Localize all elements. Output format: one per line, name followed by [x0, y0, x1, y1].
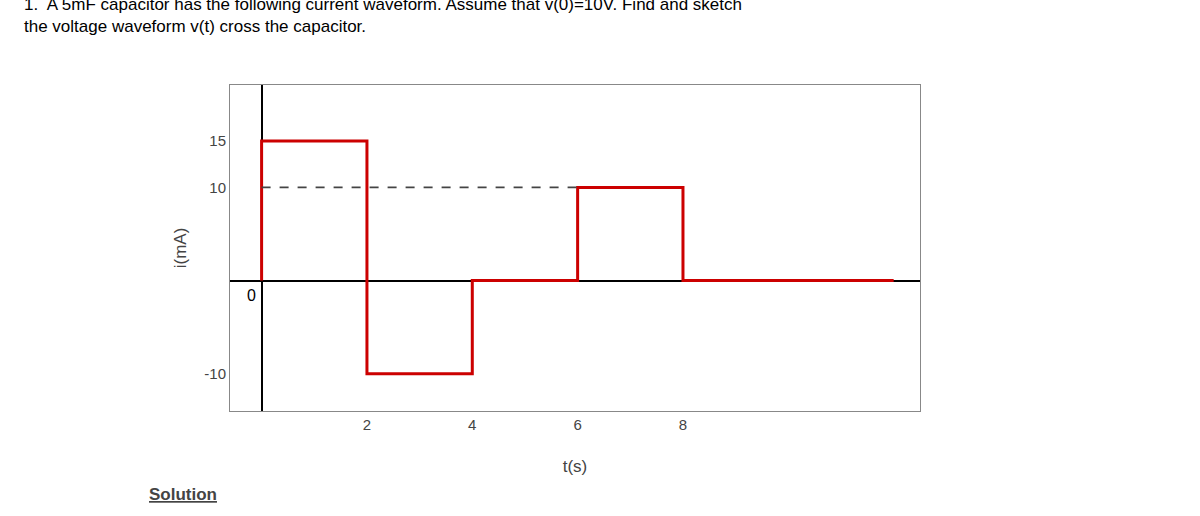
svg-text:Solution: Solution: [149, 485, 217, 504]
svg-text:t(s): t(s): [563, 457, 588, 476]
svg-text:2: 2: [363, 416, 371, 433]
svg-text:i(mA): i(mA): [171, 228, 190, 269]
svg-text:8: 8: [679, 416, 687, 433]
svg-text:6: 6: [573, 416, 581, 433]
svg-text:4: 4: [468, 416, 476, 433]
svg-text:1. A 5mF capacitor has the fo: 1. A 5mF capacitor has the following cur…: [24, 0, 742, 36]
svg-text:15: 15: [209, 132, 226, 149]
svg-text:-10: -10: [204, 365, 226, 382]
svg-text:0: 0: [247, 287, 256, 304]
svg-text:10: 10: [209, 179, 226, 196]
